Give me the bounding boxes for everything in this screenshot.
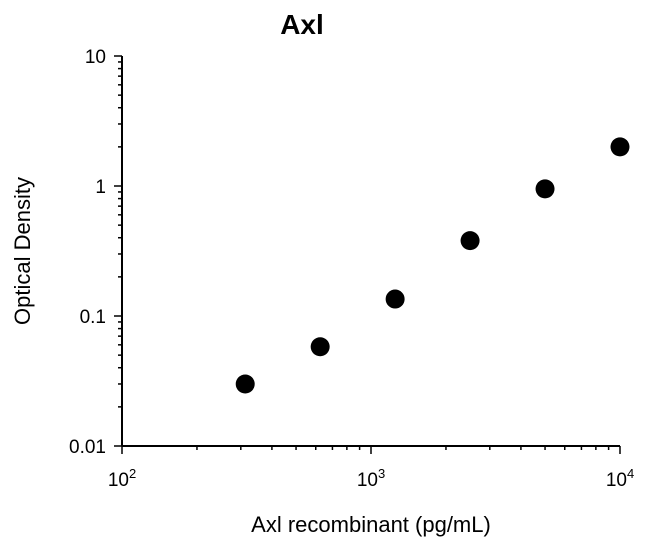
y-tick-label: 0.01 xyxy=(69,437,106,458)
x-tick-label: 103 xyxy=(357,466,385,491)
data-point xyxy=(610,137,630,157)
data-point xyxy=(460,231,480,251)
y-tick-label: 0.1 xyxy=(80,307,106,328)
data-points xyxy=(235,137,630,394)
y-tick-label: 1 xyxy=(95,177,106,198)
x-tick-label: 104 xyxy=(606,466,634,491)
data-point xyxy=(385,289,405,309)
y-axis-label: Optical Density xyxy=(10,177,35,325)
ticks xyxy=(114,55,621,454)
data-point xyxy=(535,179,555,199)
chart-title: Axl xyxy=(280,9,324,40)
data-point xyxy=(235,374,255,394)
axes xyxy=(121,56,620,447)
y-tick-label: 10 xyxy=(85,47,106,68)
x-tick-label: 102 xyxy=(108,466,136,491)
data-point xyxy=(310,337,330,357)
x-axis-label: Axl recombinant (pg/mL) xyxy=(251,512,491,537)
